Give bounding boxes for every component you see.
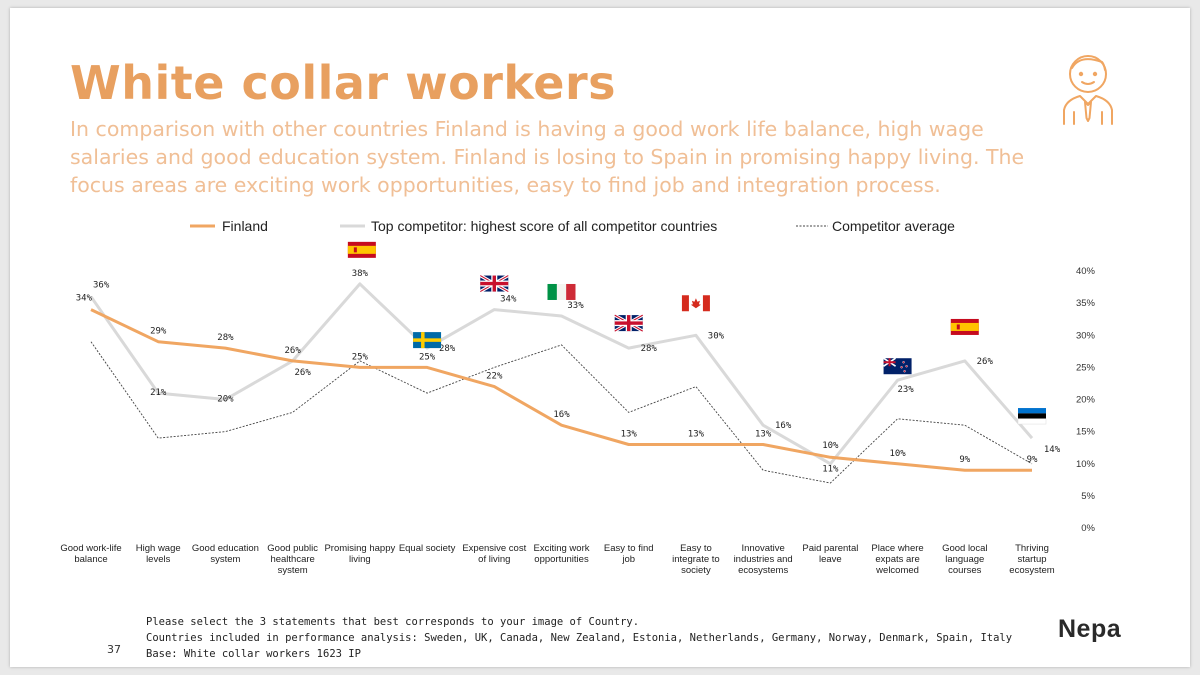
x-category-label: Good public healthcare system	[267, 543, 318, 576]
data-label-finland: 25%	[352, 352, 369, 362]
x-category-label: Exciting work opportunities	[534, 543, 590, 565]
y-tick-label: 20%	[1076, 395, 1096, 406]
data-label-finland: 16%	[553, 410, 570, 420]
flag-spain-icon	[347, 241, 376, 258]
data-label-top-competitor: 14%	[1044, 445, 1061, 455]
x-category-label: High wage levels	[136, 543, 181, 565]
flag-italy-icon	[547, 283, 576, 300]
data-label-finland: 29%	[150, 327, 167, 337]
y-tick-label: 30%	[1076, 330, 1096, 341]
x-category-label: Equal society	[399, 543, 456, 554]
x-category-label: Easy to find job	[604, 543, 654, 565]
x-category-label: Thriving startup ecosystem	[1009, 543, 1054, 576]
data-label-top-competitor: 16%	[775, 421, 792, 431]
data-label-top-competitor: 10%	[822, 441, 839, 451]
data-label-top-competitor: 33%	[567, 301, 584, 311]
flag-spain-icon	[950, 318, 979, 335]
x-category-label: Promising happy living	[324, 543, 395, 565]
series-line-top-competitor	[89, 282, 1034, 466]
x-category-label: Easy to integrate to society	[672, 543, 720, 576]
y-tick-label: 40%	[1076, 266, 1096, 277]
x-category-label: Expensive cost of living	[462, 543, 526, 565]
footnote-countries: Countries included in performance analys…	[146, 632, 1013, 644]
x-category-label: Paid parental leave	[802, 543, 858, 565]
person-with-tie-icon	[1063, 55, 1113, 125]
series-line-finland	[90, 308, 1032, 472]
footnotes: Please select the 3 statements that best…	[146, 614, 1012, 662]
data-label-finland: 13%	[755, 429, 772, 439]
data-label-top-competitor: 36%	[93, 281, 110, 291]
flag-canada-icon	[681, 295, 710, 312]
line-chart: Finland Top competitor: highest score of …	[60, 218, 1096, 576]
data-label-top-competitor: 26%	[295, 368, 312, 378]
footnote-question: Please select the 3 statements that best…	[146, 616, 640, 628]
data-label-top-competitor: 21%	[150, 388, 167, 398]
x-category-label: Innovative industries and ecosystems	[734, 543, 793, 576]
x-category-label: Good education system	[192, 543, 259, 565]
data-label-top-competitor: 34%	[500, 295, 517, 305]
flag-estonia-icon	[1017, 408, 1047, 425]
data-label-finland: 26%	[285, 346, 302, 356]
data-label-finland: 22%	[486, 372, 503, 382]
data-label-finland: 25%	[419, 352, 436, 362]
y-tick-label: 35%	[1076, 298, 1096, 309]
footnote-base: Base: White collar workers 1623 IP	[146, 648, 361, 660]
data-label-finland: 9%	[959, 455, 970, 465]
data-label-finland: 13%	[688, 429, 705, 439]
data-label-finland: 28%	[217, 333, 234, 343]
slide-subtitle: In comparison with other countries Finla…	[70, 117, 1025, 197]
data-label-finland: 11%	[822, 464, 839, 474]
data-label-top-competitor: 23%	[897, 385, 914, 395]
data-label-finland: 34%	[76, 294, 93, 304]
data-label-finland: 13%	[621, 429, 638, 439]
y-tick-label: 25%	[1076, 362, 1096, 373]
data-label-top-competitor: 38%	[352, 269, 369, 279]
x-category-label: Place where expats are welcomed	[871, 543, 923, 576]
data-label-top-competitor: 20%	[217, 395, 234, 405]
x-category-label: Good local language courses	[942, 543, 987, 576]
flag-new-zealand-icon	[883, 357, 912, 375]
series-line-competitor-average	[90, 341, 1033, 484]
legend-label-finland: Finland	[222, 218, 268, 234]
flag-sweden-icon	[413, 332, 442, 349]
slide: White collar workers In comparison with …	[10, 8, 1190, 667]
data-label-top-competitor: 30%	[708, 331, 725, 341]
y-tick-label: 5%	[1081, 491, 1095, 502]
data-label-top-competitor: 28%	[641, 344, 658, 354]
y-tick-label: 0%	[1081, 523, 1095, 534]
legend-label-top-competitor: Top competitor: highest score of all com…	[371, 218, 717, 234]
data-label-top-competitor: 28%	[439, 344, 456, 354]
legend-label-competitor-average: Competitor average	[832, 218, 955, 234]
slide-title: White collar workers	[70, 56, 617, 110]
data-label-finland: 10%	[889, 449, 906, 459]
flag-uk-icon	[613, 313, 644, 333]
y-tick-label: 15%	[1076, 427, 1096, 438]
data-label-finland: 9%	[1027, 455, 1038, 465]
page-number: 37	[107, 643, 121, 656]
nepa-logo: Nepa	[1058, 615, 1122, 643]
y-tick-label: 10%	[1076, 459, 1096, 470]
flag-uk-icon	[479, 274, 510, 293]
x-category-label: Good work-life balance	[60, 543, 121, 565]
data-label-top-competitor: 26%	[977, 357, 994, 367]
